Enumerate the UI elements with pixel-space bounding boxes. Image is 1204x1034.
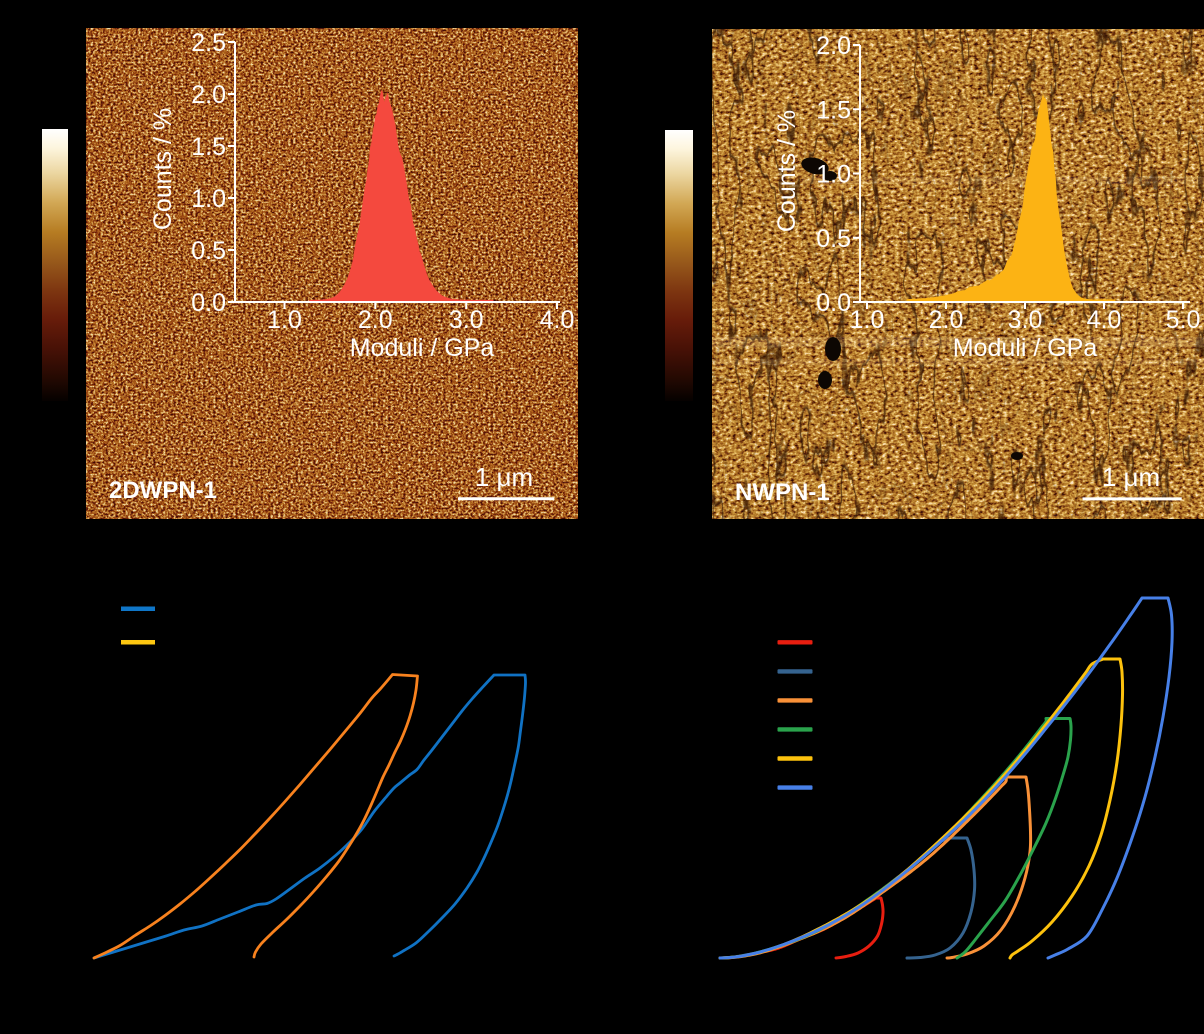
svg-text:4.0: 4.0 [1087, 306, 1122, 334]
svg-text:0.5: 0.5 [191, 237, 226, 265]
svg-text:2.0: 2.0 [816, 32, 851, 60]
svg-text:3.0: 3.0 [1008, 306, 1043, 334]
svg-text:2DWPN-1: 2DWPN-1 [109, 477, 217, 504]
svg-text:1.5: 1.5 [816, 96, 851, 124]
svg-text:1.0: 1.0 [191, 185, 226, 213]
svg-text:2.0: 2.0 [929, 306, 964, 334]
svg-text:1 μm: 1 μm [475, 462, 533, 492]
svg-text:5.0: 5.0 [1166, 306, 1201, 334]
svg-text:0.5: 0.5 [816, 225, 851, 253]
svg-text:1.5: 1.5 [191, 133, 226, 161]
svg-text:1.0: 1.0 [816, 161, 851, 189]
svg-text:2.5: 2.5 [191, 29, 226, 57]
svg-text:0.0: 0.0 [191, 289, 226, 317]
svg-text:Counts / %: Counts / % [149, 108, 177, 230]
svg-text:3.0: 3.0 [449, 306, 484, 334]
svg-text:0.0: 0.0 [816, 289, 851, 317]
svg-text:NWPN-1: NWPN-1 [735, 479, 830, 506]
svg-text:1.0: 1.0 [850, 306, 885, 334]
svg-text:4.0: 4.0 [540, 306, 575, 334]
svg-text:1.0: 1.0 [267, 306, 302, 334]
svg-text:2.0: 2.0 [191, 81, 226, 109]
svg-text:2.0: 2.0 [358, 306, 393, 334]
svg-text:1 μm: 1 μm [1102, 462, 1160, 492]
svg-text:Counts / %: Counts / % [773, 110, 801, 232]
svg-text:Moduli / GPa: Moduli / GPa [350, 334, 495, 362]
svg-text:Moduli / GPa: Moduli / GPa [953, 334, 1098, 362]
